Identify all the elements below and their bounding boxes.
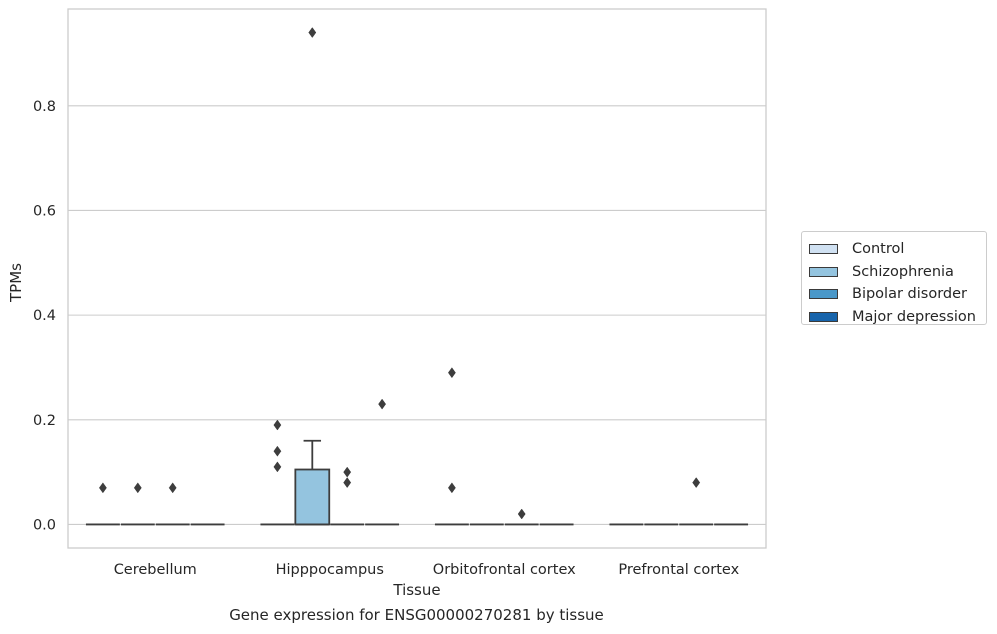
outlier-point <box>517 508 526 520</box>
outlier-point <box>378 398 387 410</box>
legend-swatch-major-depression <box>809 311 838 322</box>
outlier-point <box>692 477 701 489</box>
outlier-point <box>133 482 142 494</box>
outlier-point <box>343 466 352 478</box>
legend-label-bipolar-disorder: Bipolar disorder <box>852 286 967 303</box>
x-axis-label: Tissue <box>392 581 440 599</box>
x-tick-label: Hipppocampus <box>276 562 384 578</box>
legend-swatch-bipolar-disorder <box>809 289 838 300</box>
legend-item-bipolar-disorder: Bipolar disorder <box>802 283 986 306</box>
outlier-point <box>343 477 352 489</box>
legend-item-control: Control <box>802 238 986 261</box>
outlier-point <box>273 445 282 457</box>
legend-label-major-depression: Major depression <box>852 308 976 325</box>
outlier-point <box>273 461 282 473</box>
legend-item-major-depression: Major depression <box>802 306 986 329</box>
legend-label-schizophrenia: Schizophrenia <box>852 263 954 280</box>
outlier-point <box>273 419 282 431</box>
y-tick-label: 0.4 <box>33 308 56 324</box>
legend-item-schizophrenia: Schizophrenia <box>802 261 986 284</box>
box <box>294 468 331 526</box>
legend-label-control: Control <box>852 241 905 258</box>
outlier-point <box>308 27 317 38</box>
figure-caption: Gene expression for ENSG00000270281 by t… <box>229 606 604 624</box>
y-tick-label: 0.0 <box>33 517 56 533</box>
outlier-point <box>447 482 456 494</box>
outlier-point <box>447 367 456 379</box>
plot-area <box>68 9 766 548</box>
y-axis-label: TPMs <box>7 263 25 303</box>
y-tick-label: 0.6 <box>33 203 56 219</box>
y-tick-label: 0.2 <box>33 413 56 429</box>
outlier-point <box>98 482 107 494</box>
outlier-point <box>168 482 177 494</box>
legend-swatch-control <box>809 244 838 255</box>
x-tick-label: Prefrontal cortex <box>618 562 739 578</box>
x-tick-label: Orbitofrontal cortex <box>433 562 576 578</box>
plot-frame <box>67 8 767 549</box>
legend-swatch-schizophrenia <box>809 266 838 277</box>
x-tick-label: Cerebellum <box>114 562 197 578</box>
y-tick-label: 0.8 <box>33 99 56 115</box>
legend: Control Schizophrenia Bipolar disorder M… <box>801 231 987 325</box>
